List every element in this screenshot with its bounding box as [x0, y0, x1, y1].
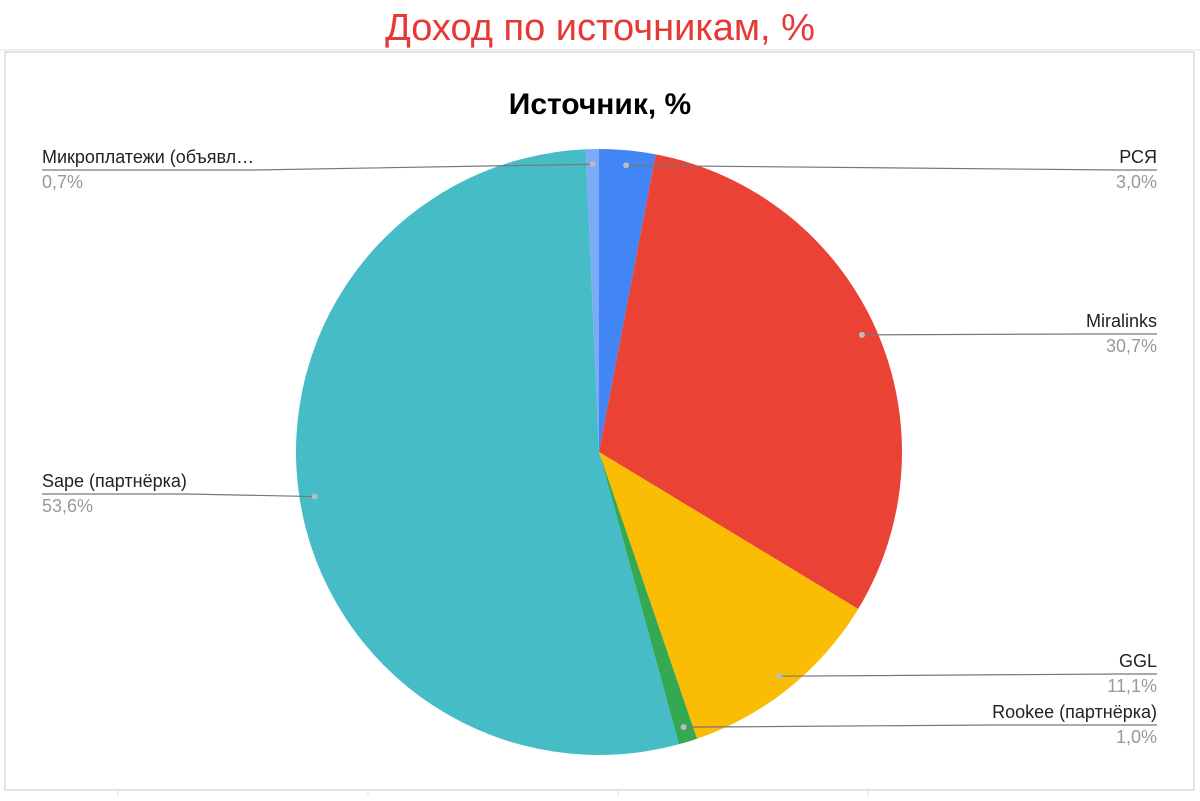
legend-label: Микроплатежи (объявл… [42, 147, 254, 167]
sheet-grid [0, 49, 1200, 796]
leader-line [626, 164, 1157, 171]
leader-line [861, 333, 1157, 336]
value-label: 11,1% [1107, 676, 1157, 696]
legend-label: GGL [1119, 651, 1157, 671]
leader-dot [680, 724, 687, 731]
leader-dot [311, 493, 318, 500]
legend-label: Rookee (партнёрка) [992, 702, 1157, 722]
leader-dot [589, 161, 596, 168]
pie-slice [296, 149, 679, 756]
leader-line [683, 724, 1157, 728]
leader-line [42, 163, 593, 171]
value-label: 0,7% [42, 172, 83, 192]
pie-slice [599, 154, 902, 609]
value-label: 3,0% [1116, 172, 1157, 192]
value-label: 30,7% [1106, 336, 1157, 356]
leader-line [42, 493, 315, 498]
leader-dot [623, 162, 630, 169]
pie-slice [599, 149, 656, 452]
pie-slice [599, 452, 698, 745]
leader-dot [858, 331, 865, 338]
leader-dot [776, 673, 783, 680]
page-title: Доход по источникам, % [385, 7, 815, 49]
legend-label: РСЯ [1119, 147, 1157, 167]
pie-slice [599, 452, 859, 739]
chart-title: Источник, % [509, 88, 691, 121]
pie-slice [585, 149, 599, 452]
legend-label: Miralinks [1086, 311, 1157, 331]
legend-label: Sape (партнёрка) [42, 471, 187, 491]
value-label: 53,6% [42, 496, 93, 516]
value-label: 1,0% [1116, 727, 1157, 747]
leader-line [779, 673, 1157, 677]
